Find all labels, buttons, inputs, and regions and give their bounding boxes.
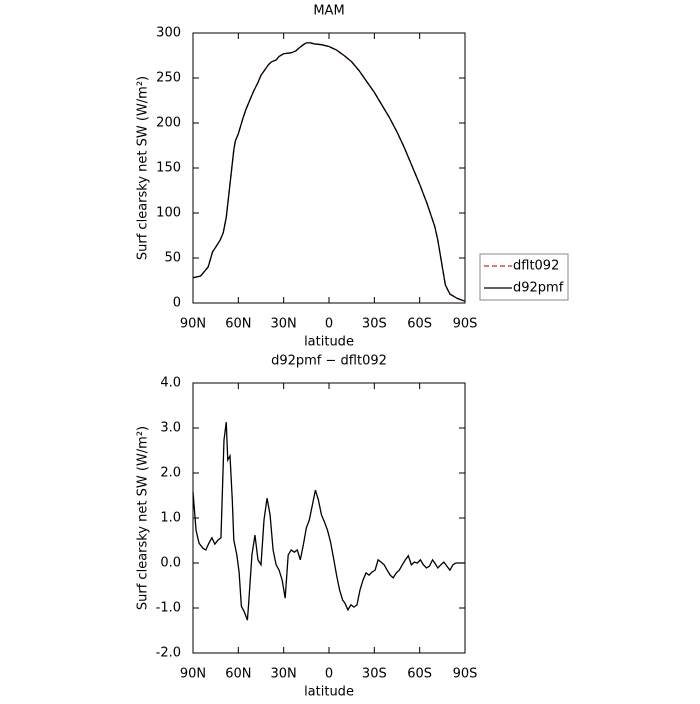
x-tick-label: 60N [225,317,251,332]
y-tick-label: 250 [156,71,181,86]
x-tick-label: 60N [225,667,251,682]
y-tick-label: 1.0 [160,511,181,526]
legend-label: dflt092 [513,259,559,274]
y-tick-label: 3.0 [160,421,181,436]
chart-title: MAM [313,4,344,19]
data-line [192,422,465,621]
y-tick-label: 200 [156,116,181,131]
y-axis-label: Surf clearsky net SW (W/m²) [136,426,151,610]
x-tick-label: 30N [271,667,297,682]
y-tick-label: 150 [156,161,181,176]
plot-frame [192,32,466,304]
y-tick-label: -1.0 [156,601,181,616]
y-tick-label: -2.0 [156,646,181,661]
chart-title: d92pmf − dflt092 [271,354,387,369]
y-tick-label: 0 [173,296,181,311]
x-tick-label: 90N [180,667,206,682]
data-line [192,42,466,302]
x-tick-label: 30S [362,667,387,682]
y-tick-label: 0.0 [160,556,181,571]
x-tick-label: 0 [325,317,333,332]
x-tick-label: 30S [362,317,387,332]
legend-label: d92pmf [513,281,564,296]
y-tick-label: 300 [156,26,181,41]
x-tick-label: 90S [453,317,478,332]
y-tick-label: 2.0 [160,466,181,481]
x-tick-label: 60S [407,667,432,682]
x-tick-label: 60S [407,317,432,332]
data-line [192,42,466,302]
x-tick-label: 90N [180,317,206,332]
y-axis-label: Surf clearsky net SW (W/m²) [136,76,151,260]
x-axis-label: latitude [304,685,354,700]
x-tick-label: 90S [453,667,478,682]
y-tick-label: 4.0 [160,376,181,391]
y-tick-label: 50 [164,251,181,266]
x-tick-label: 30N [271,317,297,332]
y-tick-label: 100 [156,206,181,221]
x-tick-label: 0 [325,667,333,682]
x-axis-label: latitude [304,335,354,350]
plot-frame [192,382,466,654]
legend-box [479,253,569,301]
